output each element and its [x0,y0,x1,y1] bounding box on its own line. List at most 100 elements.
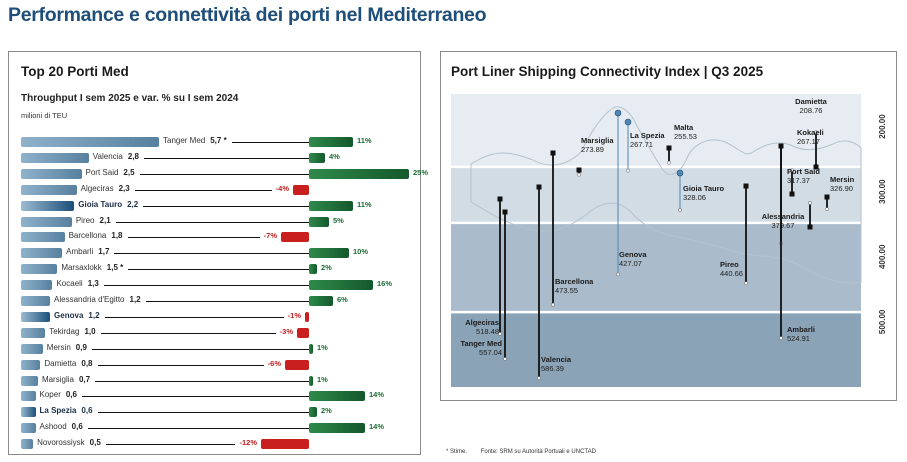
lsci-port-marker [576,167,582,173]
change-label: 11% [357,199,372,209]
port-name: Marsaxlokk [61,263,102,273]
port-row: Pireo 2,1 5% [9,214,422,230]
port-name: Gioia Tauro [78,199,123,209]
lsci-port-marker [824,194,830,200]
throughput-bar [21,311,51,322]
lsci-value-point [667,160,671,165]
throughput-bar [21,375,38,386]
lsci-port-marker [676,169,684,177]
port-name: Pireo [75,215,95,225]
port-row: Ambarli 1,7 10% [9,245,422,261]
y-tick-label: 200.00 [878,114,887,139]
lsci-port-marker [614,109,622,117]
throughput-value: 0,6 [65,390,77,400]
lsci-value-point [790,168,794,173]
throughput-value: 1,8 [111,231,123,241]
throughput-bar [21,232,65,243]
throughput-value: 1,2 [129,295,141,304]
change-bar [309,168,409,179]
change-bar [309,343,313,354]
change-bar [309,280,373,291]
throughput-bar [21,439,34,450]
port-row: Tanger Med 5,7 * 11% [9,134,422,150]
lsci-port-value: 427.07 [619,259,642,268]
lsci-port-value: 473.55 [555,286,578,295]
lsci-panel: Port Liner Shipping Connectivity Index |… [440,51,897,401]
lsci-port-value: 524.91 [787,334,810,343]
throughput-bar [21,248,63,259]
change-bar [309,375,313,386]
change-bar [285,359,309,370]
change-label: -7% [263,231,277,241]
port-row: Alessandria d'Egitto 1,2 6% [9,293,422,309]
port-row: Koper 0,6 14% [9,388,422,404]
lsci-port-marker [743,183,749,189]
lsci-port-name: Valencia [541,355,572,364]
leader-line [97,364,264,366]
change-label: -4% [275,183,289,193]
lsci-port-value: 255.53 [674,132,697,141]
port-row: Tekirdag 1,0 -3% [9,325,422,341]
depth-band-deep [451,222,861,313]
change-label: -3% [279,326,293,336]
leader-line [134,189,272,191]
lsci-port-name: Mersin [830,175,855,184]
change-bar [297,327,309,338]
lsci-value-point [814,130,818,135]
throughput-value: 2,8 [127,151,139,161]
throughput-value: 1,3 [87,279,99,289]
throughput-value: 1,0 [84,326,96,336]
throughput-value: 2,1 [99,215,111,225]
port-name: La Spezia [39,406,77,416]
port-row: Mersin 0,9 1% [9,341,422,357]
port-row: Ashood 0,6 14% [9,420,422,436]
throughput-bar [21,200,75,211]
throughput-bar [21,391,36,402]
change-label: 11% [357,136,372,145]
lsci-port-name: Marsiglia [581,136,614,145]
port-row: Port Said 2,5 25% [9,166,428,182]
lsci-port-value: 208.76 [800,106,823,115]
change-label: 2% [321,263,332,273]
lsci-port-name: Kokaeli [797,128,824,137]
change-label: 1% [317,374,328,384]
lsci-port-marker [813,164,819,170]
leader-line [100,332,276,334]
footnote: * Stime. Fonte: SRM su Autorità Portuali… [446,449,608,455]
port-name: Genova [54,310,84,320]
top20-unit: milioni di TEU [21,111,68,120]
lsci-port-value: 328.06 [683,193,706,202]
port-row: Algeciras 2,3 -4% [9,182,422,198]
lsci-port-value: 586.39 [541,364,564,373]
lsci-port-value: 557.04 [479,348,502,357]
lsci-value-point [678,208,682,212]
leader-line [231,142,309,143]
lsci-port-marker [789,191,795,197]
lsci-port-value: 326.90 [830,184,853,193]
throughput-value: 0,5 [89,438,101,448]
lsci-value-point [503,357,507,361]
port-name: Valencia [92,151,123,161]
lsci-value-point [825,207,829,212]
port-name: Alessandria d'Egitto [54,295,125,304]
throughput-bar [21,296,51,306]
leader-line [103,285,309,287]
change-label: 5% [333,215,344,225]
change-bar [261,439,309,450]
leader-line [114,253,309,255]
lsci-port-name: Damietta [795,97,828,106]
port-name: Port Said [85,167,119,177]
lsci-title: Port Liner Shipping Connectivity Index |… [451,64,764,79]
lsci-value-point [616,272,620,277]
lsci-port-name: Genova [619,250,647,259]
lsci-value-point [626,168,630,173]
leader-line [104,316,284,318]
change-bar [309,391,365,402]
change-bar [281,232,309,243]
lsci-port-value: 267.17 [797,137,820,146]
change-bar [309,264,317,275]
lsci-port-name: La Spezia [630,131,665,140]
change-label: 2% [321,406,332,416]
throughput-bar [21,152,89,163]
throughput-value: 1,2 [88,310,100,320]
